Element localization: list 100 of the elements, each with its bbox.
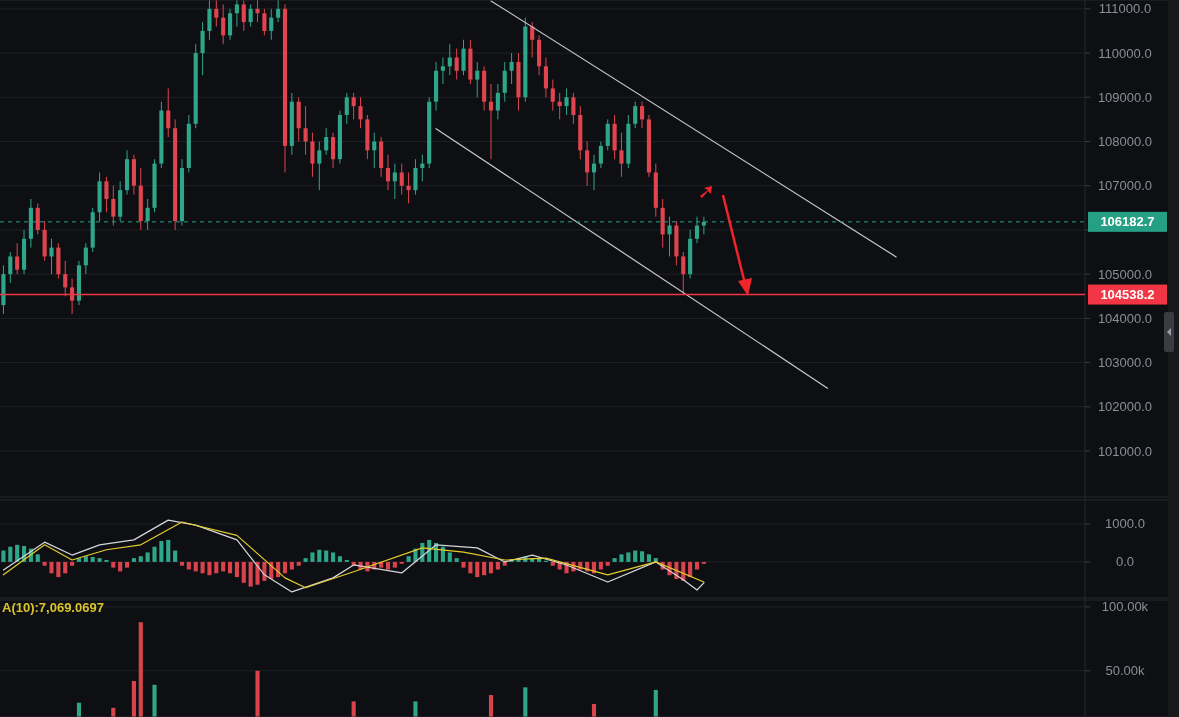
candlestick [585,140,590,187]
bar [214,561,219,574]
bar [49,561,54,574]
bar [97,558,102,562]
candlestick [35,202,40,235]
candlestick [324,127,329,156]
y-tick-label: 100.00k [1101,599,1149,615]
bar [35,554,40,562]
bar [619,554,624,562]
bar [406,556,411,562]
candlestick [605,118,610,151]
candlestick [241,0,246,32]
candlestick [262,8,267,36]
bar [111,561,116,568]
candlestick [310,132,315,178]
candlestick [248,3,253,28]
candlestick [681,251,686,295]
bar [90,556,95,562]
bar [694,561,700,570]
bar [296,561,301,566]
y-tick-label: 103000.0 [1097,355,1153,371]
y-tick-label: 109000.0 [1097,89,1153,105]
bar [282,561,288,574]
bar [221,561,226,572]
bar [179,561,185,566]
bar [131,558,136,562]
bar [537,558,542,562]
candlestick [372,132,377,169]
bar [502,561,507,566]
y-tick-label: 1000.0 [1105,516,1145,532]
bar [454,558,459,562]
candlestick [111,185,116,227]
bar [124,561,130,568]
bar [324,550,329,562]
bar [488,561,494,574]
candlestick [200,21,205,76]
bar [317,549,322,562]
candlestick [83,242,88,275]
bar [159,541,164,562]
candlestick [571,92,576,125]
bar [227,561,233,574]
bar [461,561,466,568]
bar [612,558,617,562]
bar [385,561,391,570]
candlestick [276,0,281,23]
candlestick [550,79,555,112]
bar [392,561,397,568]
bar [475,561,480,578]
candlestick [49,238,54,275]
candlestick [207,0,212,41]
candlestick [344,92,349,125]
candlestick [234,0,239,28]
bar [207,561,212,576]
bar [166,539,171,562]
ref-line-label: 106182.7 [1100,214,1155,230]
y-tick-label: 111000.0 [1098,1,1152,17]
bar [173,550,178,562]
candlestick [543,56,548,98]
bar [640,551,645,562]
candlestick [303,105,308,156]
bar [447,552,452,562]
candlestick [63,260,68,297]
candlestick [317,140,322,191]
bar [145,552,150,562]
candlestick [351,92,356,120]
bar [56,561,61,578]
bar [495,561,500,570]
candlestick [166,87,171,138]
candlestick [413,158,418,196]
bar [152,546,157,562]
bar [598,561,603,570]
bar [646,554,651,562]
bar [633,550,638,562]
y-tick-label: 105000.0 [1097,266,1153,282]
candlestick [640,101,645,129]
bar [200,561,205,574]
candlestick [214,0,219,28]
bar [653,558,658,562]
candlestick [227,8,233,41]
candlestick [221,3,226,45]
y-tick-label: 104000.0 [1097,310,1153,326]
bar [468,561,473,574]
candlestick [358,96,363,129]
bar [337,556,342,562]
bar [550,561,555,566]
bar [70,561,75,566]
bar [241,561,246,583]
bar [330,552,336,562]
bar [186,561,191,570]
y-tick-label: 110000.0 [1098,45,1152,61]
ref-line-label: 104538.2 [1100,287,1155,303]
candlestick [104,176,109,213]
bar [255,561,260,585]
candlestick [440,56,445,85]
candlestick [495,83,500,120]
candlestick [461,39,466,76]
bar [626,552,631,562]
y-tick-label: 102000.0 [1097,399,1153,415]
candlestick [8,251,13,284]
y-tick-label: 0.0 [1115,554,1135,570]
